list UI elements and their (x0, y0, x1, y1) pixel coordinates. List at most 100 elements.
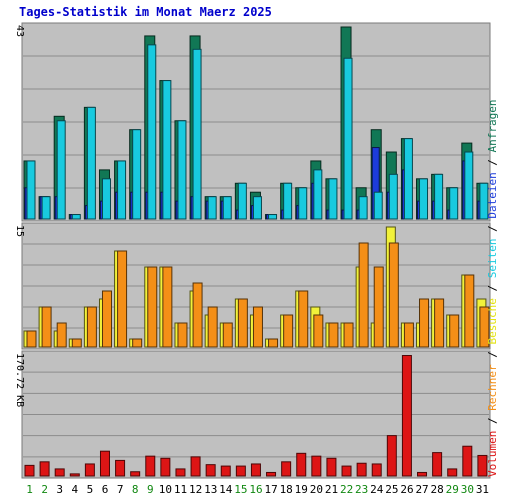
bar-rechner-day-26 (403, 322, 414, 348)
bar-rechner-day-6 (101, 290, 112, 348)
bar-seiten-day-6 (101, 178, 111, 220)
x-tick-label: 12 (189, 483, 202, 496)
x-tick-label: 19 (295, 483, 308, 496)
bar-rechner-day-24 (373, 266, 384, 348)
x-tick-label: 23 (355, 483, 368, 496)
bar-volumen-day-30 (462, 445, 473, 477)
bar-volumen-day-1 (24, 464, 35, 477)
bar-seiten-day-22 (343, 57, 353, 220)
bar-volumen-day-19 (296, 452, 307, 477)
x-tick-label: 21 (325, 483, 338, 496)
bar-volumen-day-6 (99, 450, 110, 477)
legend-separator: / (486, 411, 499, 431)
legend-separator: / (486, 278, 499, 298)
bar-seiten-day-26 (403, 138, 413, 220)
x-tick-label: 8 (132, 483, 139, 496)
bar-rechner-day-22 (343, 322, 354, 348)
legend-separator: / (486, 345, 499, 365)
bar-seiten-day-23 (358, 196, 368, 220)
bar-volumen-day-12 (190, 456, 201, 477)
y-max-label-requests: 43 (14, 25, 25, 37)
bar-volumen-day-2 (39, 461, 50, 477)
bar-seiten-day-3 (56, 120, 66, 220)
legend-item-dateien: Dateien (486, 172, 499, 218)
bar-rechner-day-20 (313, 314, 324, 348)
x-tick-label: 31 (476, 483, 489, 496)
x-tick-label: 13 (204, 483, 217, 496)
bar-volumen-day-4 (69, 473, 80, 477)
x-tick-label: 24 (370, 483, 384, 496)
bar-seiten-day-12 (192, 48, 202, 220)
bar-volumen-day-10 (160, 457, 171, 477)
bar-rechner-day-7 (117, 250, 128, 348)
bar-seiten-day-13 (207, 196, 217, 220)
bar-volumen-day-31 (477, 454, 488, 477)
x-tick-label: 25 (385, 483, 398, 496)
x-tick-label: 18 (280, 483, 293, 496)
x-tick-label: 17 (264, 483, 277, 496)
y-max-label-volume: 170.72 KB (14, 353, 25, 407)
x-tick-label: 28 (431, 483, 444, 496)
bar-volumen-day-25 (386, 435, 397, 477)
bar-rechner-day-10 (162, 266, 173, 348)
x-tick-label: 11 (174, 483, 187, 496)
bar-rechner-day-19 (298, 290, 309, 348)
x-tick-label: 9 (147, 483, 154, 496)
x-tick-label: 2 (41, 483, 48, 496)
legend-item-besuche: Besuche (486, 298, 499, 344)
x-tick-label: 7 (117, 483, 124, 496)
chart-panels: 43 15 170.72 KB (14, 22, 491, 479)
legend-item-seiten: Seiten (486, 239, 499, 279)
y-max-label-visits: 15 (14, 225, 25, 237)
bar-rechner-day-8 (132, 338, 143, 348)
x-tick-label: 20 (310, 483, 323, 496)
bar-volumen-day-20 (311, 455, 322, 477)
bar-seiten-day-4 (71, 214, 81, 220)
bar-volumen-day-8 (130, 471, 141, 477)
bar-volumen-day-22 (341, 465, 352, 477)
bar-rechner-day-12 (192, 282, 203, 348)
bar-seiten-day-5 (86, 106, 96, 220)
bar-volumen-day-28 (432, 452, 443, 477)
x-tick-label: 5 (87, 483, 94, 496)
x-tick-label: 15 (234, 483, 247, 496)
legend-item-anfragen: Anfragen (486, 99, 499, 152)
bar-seiten-day-2 (41, 196, 51, 220)
chart-title: Tages-Statistik im Monat Maerz 2025 (19, 5, 272, 19)
bar-volumen-day-15 (235, 465, 246, 477)
bar-seiten-day-18 (283, 182, 293, 220)
bar-seiten-day-17 (268, 214, 278, 220)
bar-rechner-day-16 (252, 306, 263, 348)
bar-seiten-day-8 (132, 129, 142, 220)
bar-seiten-day-27 (419, 178, 429, 220)
bar-volumen-day-26 (401, 355, 412, 477)
panel-volume: 170.72 KB (14, 350, 491, 479)
bar-seiten-day-30 (464, 151, 474, 220)
bar-rechner-day-2 (41, 306, 52, 348)
legend-item-volumen: Volumen (486, 431, 499, 477)
bar-rechner-day-17 (268, 338, 279, 348)
x-tick-label: 29 (446, 483, 459, 496)
bar-rechner-day-18 (283, 314, 294, 348)
bar-rechner-day-29 (449, 314, 460, 348)
x-axis-labels: 1 2 3 4 5 6 7 8 9 10 11 12 13 14 15 16 17 18 19 20 21 22 23 24 2… (26, 483, 489, 496)
bar-volumen-day-11 (175, 468, 186, 477)
bar-seiten-day-9 (147, 44, 157, 220)
bar-seiten-day-21 (328, 178, 338, 220)
bar-seiten-day-16 (252, 196, 262, 220)
x-tick-label: 6 (102, 483, 109, 496)
bar-volumen-day-27 (417, 471, 428, 477)
legend: Volumen / Rechner / Besuche / Seiten / D… (486, 99, 499, 477)
legend-separator: / (486, 219, 499, 239)
legend-item-rechner: Rechner (486, 364, 499, 411)
bar-rechner-day-15 (237, 298, 248, 348)
x-tick-label: 1 (26, 483, 33, 496)
bar-rechner-day-1 (26, 330, 37, 348)
panel-requests: 43 (14, 22, 491, 222)
bar-rechner-day-13 (207, 306, 218, 348)
bar-seiten-day-29 (449, 187, 459, 220)
bar-volumen-day-13 (205, 464, 216, 477)
bar-volumen-day-5 (84, 463, 95, 477)
bar-rechner-day-3 (56, 322, 67, 348)
